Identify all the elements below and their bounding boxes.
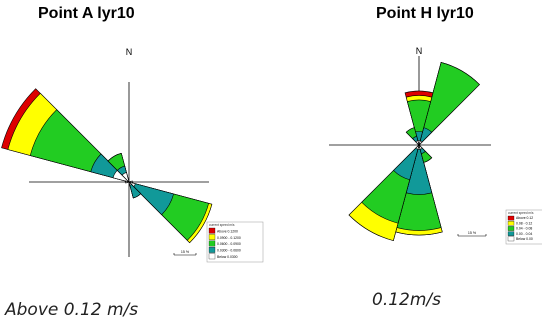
chart-h-legend-label-2: 0.04 - 0.08 [516,227,532,231]
chart-h-legend-swatch-2 [507,226,515,231]
chart-a-scale-label: 15 % [181,250,190,254]
chart-h-legend-label-4: Below 0.00 [516,237,533,241]
chart-a-legend-label-4: Below 0.0300 [217,255,238,259]
chart-a-legend-swatch-3 [208,247,216,253]
chart-a-sector-150-band-1 [128,180,142,199]
chart-a-legend-label-2: 0.0600 - 0.0900 [217,242,241,246]
chart-a-legend-swatch-2 [208,240,216,247]
chart-a-legend-box [206,221,264,263]
chart-h-legend-title: current speed m/s [508,211,534,215]
chart-a-legend-label-0: Above 0.1200 [217,229,238,233]
chart-h-legend-label-0: Above 0.12 [516,216,533,220]
chart-a-legend-swatch-4 [208,253,216,260]
chart-a-legend-swatch-0 [208,227,216,234]
chart-h-legend-swatch-0 [507,215,515,221]
chart-h-legend-swatch-3 [507,231,515,236]
chart-h-scale-label: 15 % [468,231,477,235]
chart-a-north-label: N [126,47,133,57]
chart-a-sector-330-band-0 [121,172,130,184]
chart-h-sector-150-band-0 [418,143,423,150]
chart-a-sector-120-band-1 [127,181,174,216]
chart-a-legend-swatch-1 [208,234,216,240]
chart-h-sector-330-band-0 [415,140,420,147]
chart-h-legend-swatch-4 [507,236,515,242]
chart-a-legend-title: current speed m/s [209,223,235,227]
chart-a-sector-270-band-0 [125,180,131,184]
chart-h-legend-swatch-1 [507,221,515,226]
chart-h-legend-label-3: 0.00 - 0.04 [516,232,532,236]
chart-a-legend-label-3: 0.0300 - 0.0600 [217,249,241,253]
chart-h-sector-210-band-0 [415,143,420,150]
chart-a-legend-label-1: 0.0900 - 0.1200 [217,236,241,240]
chart-h-sector-0-band-2 [406,99,432,147]
chart-h-sector-210-band-1 [393,143,420,181]
chart-h-sector-30-band-2 [418,62,480,147]
chart-a-title: Point A lyr10 [38,5,135,22]
chart-a-sector-150-band-0 [128,180,132,186]
chart-h-legend-label-1: 0.08 - 0.12 [516,221,532,225]
chart-h-title: Point H lyr10 [376,5,474,22]
chart-a-caption: Above 0.12 m/s [5,300,139,320]
chart-h-caption: 0.12m/s [372,290,441,310]
chart-h-north-label: N [416,46,423,56]
chart-a-sector-90-band-0 [127,180,133,184]
